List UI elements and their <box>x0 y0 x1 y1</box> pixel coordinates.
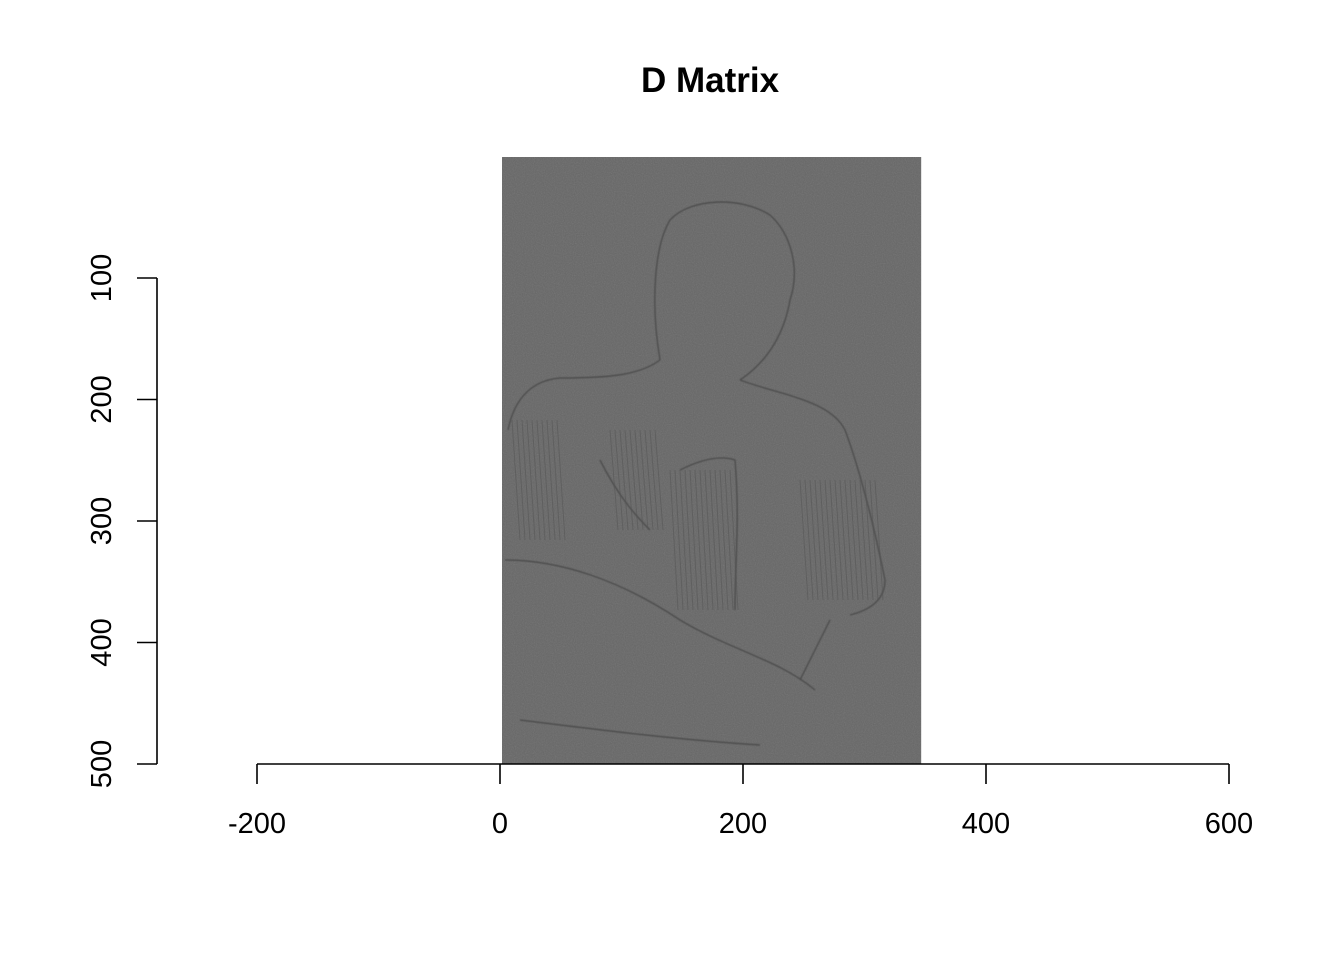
hatch-line <box>556 419 566 541</box>
hatch-line <box>809 479 819 601</box>
hatch-line <box>684 469 694 611</box>
image-edges <box>504 201 886 746</box>
hatch-line <box>874 479 884 601</box>
hatch-line <box>719 469 729 611</box>
hatch-line <box>526 419 536 541</box>
x-tick-label: 400 <box>962 808 1010 840</box>
hatch-line <box>699 469 709 611</box>
y-axis: 100 200 300 400 500 <box>86 254 158 788</box>
hatch-line <box>849 479 859 601</box>
hatch-line <box>694 469 704 611</box>
texture-hatch <box>511 419 884 611</box>
hatch-line <box>516 419 526 541</box>
d-matrix-image <box>502 157 922 764</box>
hatch-line <box>536 419 546 541</box>
hatch-line <box>729 469 739 611</box>
hatch-line <box>704 469 714 611</box>
edge-path <box>799 619 831 681</box>
hatch-line <box>614 429 624 531</box>
hatch-line <box>854 479 864 601</box>
edge-path <box>519 719 761 746</box>
x-tick-label: -200 <box>228 808 286 840</box>
hatch-line <box>859 479 869 601</box>
hatch-line <box>629 429 639 531</box>
hatch-line <box>521 419 531 541</box>
hatch-line <box>724 469 734 611</box>
hatch-line <box>634 429 644 531</box>
hatch-line <box>689 469 699 611</box>
hatch-line <box>639 429 649 531</box>
y-tick-label: 200 <box>86 375 118 423</box>
hatch-line <box>864 479 874 601</box>
hatch-line <box>669 469 679 611</box>
y-tick-label: 300 <box>86 497 118 545</box>
hatch-line <box>799 479 809 601</box>
edge-path <box>507 359 661 431</box>
hatch-line <box>546 419 556 541</box>
hatch-line <box>674 469 684 611</box>
hatch-line <box>511 419 521 541</box>
hatch-line <box>714 469 724 611</box>
hatch-line <box>619 429 629 531</box>
image-texture <box>502 157 922 764</box>
hatch-line <box>804 479 814 601</box>
hatch-line <box>644 429 654 531</box>
hatch-line <box>869 479 879 601</box>
hatch-line <box>709 469 719 611</box>
edge-path <box>504 559 816 691</box>
y-tick-label: 500 <box>86 740 118 788</box>
chart-title: D Matrix <box>641 61 780 100</box>
x-tick-label: 200 <box>719 808 767 840</box>
hatch-line <box>814 479 824 601</box>
edge-path <box>654 201 795 361</box>
hatch-line <box>834 479 844 601</box>
hatch-line <box>824 479 834 601</box>
hatch-line <box>649 429 659 531</box>
hatch-line <box>531 419 541 541</box>
edge-path <box>739 379 886 616</box>
x-tick-label: 0 <box>492 808 508 840</box>
hatch-line <box>609 429 619 531</box>
hatch-line <box>844 479 854 601</box>
hatch-line <box>551 419 561 541</box>
x-tick-label: 600 <box>1205 808 1253 840</box>
hatch-line <box>839 479 849 601</box>
hatch-line <box>654 429 664 531</box>
y-tick-label: 100 <box>86 254 118 302</box>
hatch-line <box>541 419 551 541</box>
hatch-line <box>829 479 839 601</box>
edge-path <box>599 459 651 531</box>
edge-path <box>739 299 791 381</box>
hatch-line <box>819 479 829 601</box>
y-tick-label: 400 <box>86 618 118 666</box>
hatch-line <box>624 429 634 531</box>
hatch-line <box>679 469 689 611</box>
x-axis: -200 0 200 400 600 <box>228 763 1253 840</box>
